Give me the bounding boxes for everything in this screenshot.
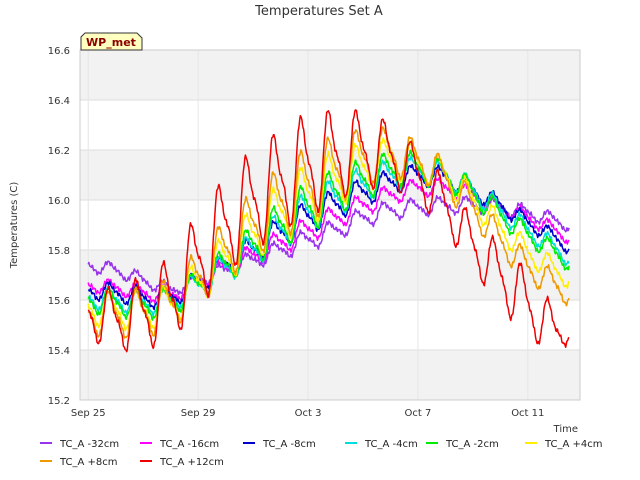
y-tick-label: 16.6 [48,46,70,57]
legend: TC_A -32cm TC_A -16cm TC_A -8cm TC_A -4cm TC… [40,439,603,468]
wp-met-badge: WP_met [80,32,143,51]
legend-item-tc-a-12cm: TC_A +12cm [140,457,224,468]
legend-label: TC_A -16cm [159,439,219,450]
plot-band [80,250,580,300]
plot-band [80,200,580,250]
legend-label: TC_A +4cm [544,439,603,450]
legend-label: TC_A -2cm [445,439,499,450]
legend-label: TC_A +12cm [159,457,224,468]
series-lines [87,109,570,353]
x-tick-label: Sep 25 [71,408,106,419]
x-tick-label: Sep 29 [181,408,216,419]
series-line-tc-a-8cm [88,126,570,339]
y-tick-label: 15.4 [48,346,70,357]
legend-item-tc-a-32cm: TC_A -32cm [40,439,119,450]
badge-label: WP_met [86,36,136,49]
chart-title: Temperatures Set A [254,4,383,19]
plot-frame [79,49,581,401]
x-tick-label: Oct 7 [404,408,431,419]
y-tick-label: 15.8 [48,246,70,257]
y-tick-label: 16.0 [48,196,70,207]
legend-item-tc-a-8cm: TC_A +8cm [40,457,118,468]
legend-label: TC_A -8cm [262,439,316,450]
legend-label: TC_A -4cm [364,439,418,450]
plot-band [80,50,580,100]
legend-item-tc-a-8cm: TC_A -8cm [243,439,316,450]
legend-item-tc-a-4cm: TC_A +4cm [525,439,603,450]
legend-label: TC_A -32cm [59,439,119,450]
legend-item-tc-a-2cm: TC_A -2cm [426,439,499,450]
badge-shape [80,32,143,51]
y-tick-label: 16.2 [48,146,70,157]
legend-item-tc-a-4cm: TC_A -4cm [345,439,418,450]
x-tick-label: Oct 11 [511,408,544,419]
y-axis-label: Temperatures (C) [9,182,20,270]
y-tick-label: 15.6 [48,296,70,307]
series-line-tc-a-12cm [87,109,570,353]
plot-background [80,50,580,400]
legend-item-tc-a-16cm: TC_A -16cm [140,439,219,450]
plot-band [80,300,580,350]
x-tick-labels: Sep 25 Sep 29 Oct 3 Oct 7 Oct 11 [71,408,545,419]
x-axis-label: Time [553,424,578,435]
plot-band [80,350,580,400]
y-tick-label: 16.4 [48,96,70,107]
x-tick-label: Oct 3 [295,408,322,419]
y-tick-labels: 15.2 15.4 15.6 15.8 16.0 16.2 16.4 16.6 [48,46,70,407]
y-tick-label: 15.2 [48,396,70,407]
legend-label: TC_A +8cm [59,457,118,468]
x-grid [87,50,529,400]
